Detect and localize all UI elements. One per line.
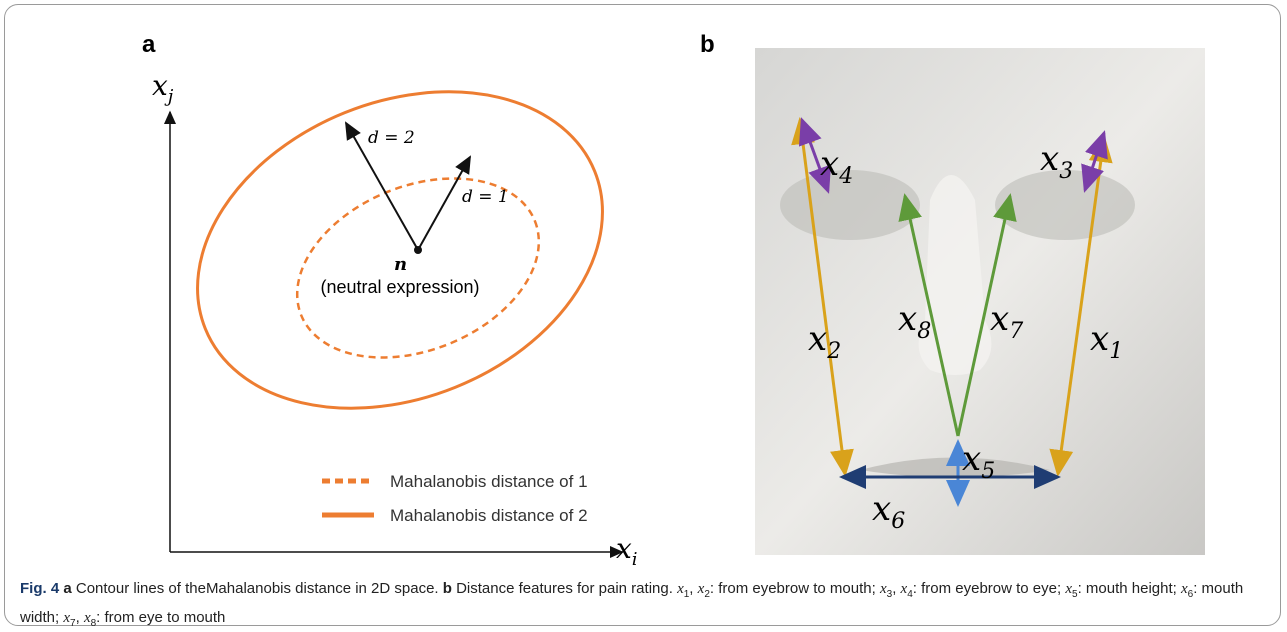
contour-1 bbox=[270, 145, 565, 391]
caption-var: x bbox=[1065, 581, 1072, 597]
center-text: (neutral expression) bbox=[320, 277, 479, 297]
arrow-label: d = 2 bbox=[368, 128, 415, 148]
caption-var: x bbox=[1181, 581, 1188, 597]
caption-text: : from eyebrow to mouth; bbox=[710, 580, 876, 597]
figure: a xj xi d = 2 d = 1 n (neutral expressio… bbox=[0, 0, 1287, 570]
center-symbol: n bbox=[394, 254, 407, 275]
center-point bbox=[414, 246, 422, 254]
feature-sub: 8 bbox=[917, 319, 931, 344]
feature-var: x bbox=[962, 439, 981, 479]
panel-label: b bbox=[700, 31, 715, 58]
caption-text: , bbox=[76, 609, 80, 626]
feature-var: x bbox=[820, 144, 839, 184]
feature-var: x bbox=[1090, 319, 1109, 359]
feature-sub: 2 bbox=[826, 339, 841, 364]
feature-sub: 4 bbox=[838, 164, 853, 189]
caption-text: , bbox=[892, 580, 896, 597]
caption-var: x bbox=[677, 581, 684, 597]
feature-sub: 6 bbox=[891, 509, 905, 534]
caption-text: Fig. 4 bbox=[20, 580, 59, 597]
feature-sub: 5 bbox=[981, 459, 995, 484]
feature-var: x bbox=[898, 299, 917, 339]
caption-var: x bbox=[84, 610, 91, 626]
feature-var: x bbox=[1040, 139, 1059, 179]
caption-text: , bbox=[689, 580, 693, 597]
caption-text: a bbox=[63, 580, 71, 597]
feature-var: x bbox=[990, 299, 1009, 339]
feature-sub: 3 bbox=[1059, 159, 1073, 184]
arrow-label: d = 1 bbox=[462, 187, 509, 207]
y-axis-label: xj bbox=[152, 69, 174, 107]
figure-caption: Fig. 4 a Contour lines of theMahalanobis… bbox=[20, 577, 1265, 632]
feature-var: x bbox=[872, 489, 891, 529]
caption-text: Distance features for pain rating. bbox=[456, 580, 673, 597]
panel-label: a bbox=[142, 31, 156, 58]
caption-text: b bbox=[443, 580, 452, 597]
caption-var: x bbox=[880, 581, 887, 597]
caption-text: : mouth height; bbox=[1078, 580, 1177, 597]
figure-page: a xj xi d = 2 d = 1 n (neutral expressio… bbox=[0, 0, 1287, 632]
feature-sub: 7 bbox=[1009, 319, 1023, 344]
contour-2 bbox=[150, 34, 650, 466]
caption-text: : from eyebrow to eye; bbox=[913, 580, 1061, 597]
x-axis-label: xi bbox=[616, 532, 638, 570]
caption-text: Contour lines of theMahalanobis distance… bbox=[76, 580, 439, 597]
legend-label: Mahalanobis distance of 1 bbox=[390, 472, 588, 491]
caption-text: : from eye to mouth bbox=[96, 609, 225, 626]
legend-label: Mahalanobis distance of 2 bbox=[390, 506, 588, 525]
feature-sub: 1 bbox=[1109, 339, 1123, 364]
feature-var: x bbox=[808, 319, 827, 359]
